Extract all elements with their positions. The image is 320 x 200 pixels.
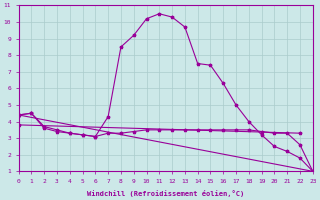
X-axis label: Windchill (Refroidissement éolien,°C): Windchill (Refroidissement éolien,°C) — [87, 190, 244, 197]
